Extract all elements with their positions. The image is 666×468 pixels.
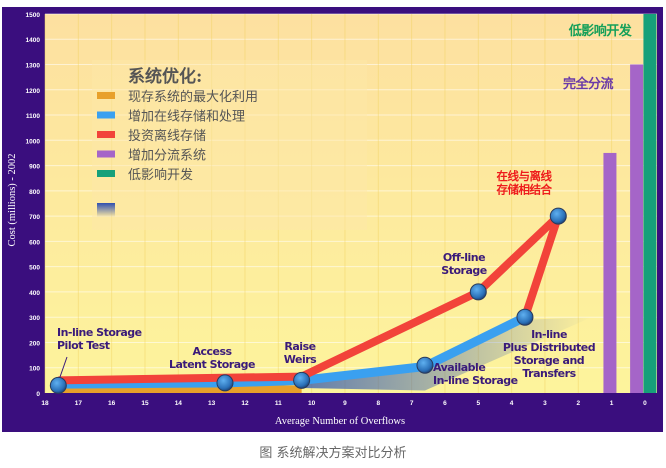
y-tick-label: 1300	[26, 62, 41, 69]
y-tick-label: 1200	[26, 88, 41, 95]
x-tick-label: 3	[543, 400, 547, 407]
annotation-arrow	[59, 356, 68, 378]
x-tick-label: 0	[643, 400, 647, 407]
y-tick-label: 300	[29, 315, 40, 322]
data-point	[549, 207, 567, 225]
data-point	[49, 376, 67, 394]
annotation-label: 在线与离线	[497, 169, 553, 183]
x-tick-label: 11	[275, 400, 282, 407]
x-tick-label: 5	[476, 400, 480, 407]
annotation-label: In-line Storage	[433, 374, 518, 387]
legend-swatch	[97, 92, 115, 99]
annotation-label: In-line Storage	[57, 326, 142, 339]
x-tick-label: 8	[376, 400, 380, 407]
data-point	[216, 374, 234, 392]
y-axis-title: Cost (millions) - 2002	[7, 153, 18, 246]
y-tick-label: 800	[29, 189, 40, 196]
annotation-label: Latent Storage	[169, 358, 255, 371]
legend-swatch	[97, 170, 115, 177]
data-point	[416, 356, 434, 374]
annotation-label: Weirs	[284, 353, 317, 366]
x-tick-label: 17	[75, 400, 83, 407]
y-tick-label: 700	[29, 214, 40, 221]
annotation-label: Transfers	[522, 367, 576, 380]
annotation-label: 完全分流	[563, 76, 614, 92]
x-tick-label: 6	[443, 400, 447, 407]
data-point	[293, 371, 311, 389]
chart: 0100200300400500600700800900100011001200…	[2, 7, 663, 432]
bar-diversion-system	[603, 152, 617, 393]
legend-label: 增加分流系统	[128, 149, 206, 164]
legend-label: 增加在线存储和处理	[128, 110, 245, 125]
y-tick-label: 0	[36, 391, 40, 398]
annotation-label: Storage	[441, 264, 486, 277]
annotation-label: Raise	[284, 340, 315, 353]
y-tick-label: 100	[29, 366, 40, 373]
series-band-inline-storage	[301, 317, 592, 391]
data-point	[469, 283, 487, 301]
x-tick-label: 14	[175, 400, 183, 407]
legend-label: 低影响开发	[128, 167, 193, 183]
annotation-label: In-line	[531, 328, 567, 341]
y-tick-label: 500	[29, 265, 40, 272]
annotation-label: 存储相结合	[497, 183, 553, 197]
bar-low-impact-development	[643, 13, 657, 393]
x-tick-label: 18	[41, 400, 49, 407]
legend-swatch	[97, 131, 115, 138]
bar-diversion-system	[630, 64, 644, 394]
legend-swatch	[97, 150, 115, 158]
x-tick-label: 10	[308, 400, 316, 407]
annotation-label: Available	[433, 361, 485, 374]
x-tick-label: 4	[510, 400, 514, 407]
y-tick-label: 600	[29, 239, 40, 246]
x-tick-label: 12	[241, 400, 249, 407]
x-tick-label: 7	[410, 400, 414, 407]
annotation-label: Plus Distributed	[503, 341, 595, 354]
x-tick-label: 2	[576, 400, 580, 407]
annotation-label: Pilot Test	[57, 339, 110, 352]
annotation-label: Storage and	[514, 354, 584, 367]
data-point	[516, 308, 534, 326]
legend-label: 投资离线存储	[128, 128, 206, 144]
annotation-label: Access	[192, 345, 232, 358]
annotation-label: 低影响开发	[568, 23, 633, 39]
legend-box	[92, 60, 367, 230]
legend-label: 现存系统的最大化利用	[128, 89, 258, 105]
y-tick-label: 900	[29, 164, 40, 171]
y-tick-label: 1500	[26, 12, 41, 19]
x-axis-title: Average Number of Overflows	[275, 416, 405, 427]
x-tick-label: 9	[343, 400, 347, 407]
legend: 系统优化: 现存系统的最大化利用增加在线存储和处理投资离线存储增加分流系统低影响开…	[92, 60, 367, 230]
y-tick-label: 400	[29, 290, 40, 297]
y-tick-label: 200	[29, 340, 40, 347]
legend-title: 系统优化:	[128, 66, 202, 87]
legend-swatch-gradient	[97, 203, 115, 217]
y-tick-label: 1000	[26, 138, 41, 145]
y-tick-label: 1400	[26, 37, 41, 44]
x-tick-label: 15	[141, 400, 149, 407]
x-tick-label: 16	[108, 400, 116, 407]
y-tick-label: 1100	[26, 113, 40, 120]
legend-swatch	[97, 111, 115, 119]
x-tick-label: 1	[610, 400, 614, 407]
figure-caption: 图 系统解决方案对比分析	[259, 446, 407, 461]
annotation-label: Off-line	[443, 251, 485, 264]
x-tick-label: 13	[208, 400, 216, 407]
